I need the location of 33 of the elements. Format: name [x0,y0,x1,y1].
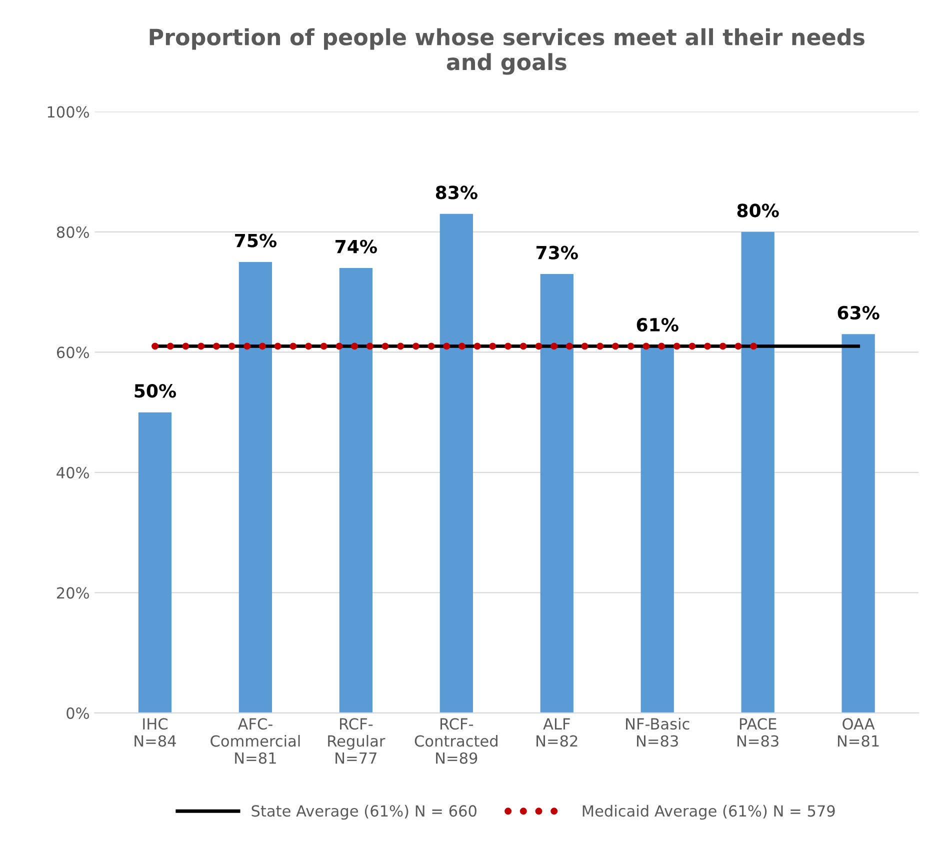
y-tick-label: 40% [56,466,89,478]
bar [842,334,875,713]
y-tick-label: 0% [66,707,89,719]
bar [440,214,473,713]
x-tick-label: ALF N=82 [536,718,578,747]
data-label: 73% [536,246,578,260]
x-tick-label: OAA N=81 [838,718,879,747]
bar [138,412,172,713]
legend-label: State Average (61%) N = 660 [252,804,476,820]
legend-label: Medicaid Average (61%) N = 579 [582,804,835,820]
bar [640,346,674,713]
data-label: 75% [235,234,276,248]
data-label: 83% [436,186,478,200]
x-tick-label: PACE N=83 [737,718,778,747]
data-label: 50% [134,384,176,398]
y-tick-label: 100% [48,106,89,118]
bar [238,262,272,713]
chart-title: Proportion of people whose services meet all their needs and goals [150,28,864,75]
x-tick-label: IHC N=84 [134,718,176,747]
x-tick-label: RCF- Contracted N=89 [414,718,498,764]
bar [339,268,373,713]
data-label: 80% [737,204,779,218]
data-label: 74% [336,240,377,254]
x-tick-label: NF-Basic N=83 [626,718,690,747]
bar [540,274,574,713]
data-label: 61% [636,318,678,332]
y-tick-label: 80% [56,226,89,238]
data-label: 63% [838,306,880,320]
x-tick-label: AFC- Commercial N=81 [210,718,300,764]
x-tick-label: RCF- Regular N=77 [328,718,386,764]
y-tick-label: 60% [56,346,89,358]
y-tick-label: 20% [57,587,89,599]
bar [741,232,774,713]
